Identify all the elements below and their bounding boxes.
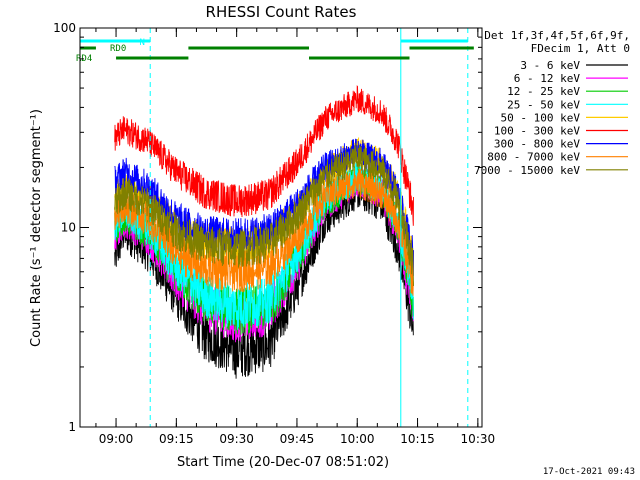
attenuator-label-rd4: RD4 bbox=[76, 54, 92, 64]
series-line-9 bbox=[114, 143, 414, 287]
x-tick-label: 09:00 bbox=[99, 432, 134, 446]
legend-label-9: 7000 - 15000 keV bbox=[474, 164, 580, 177]
legend-label-2: 6 - 12 keV bbox=[514, 72, 581, 85]
x-axis-label: Start Time (20-Dec-07 08:51:02) bbox=[177, 455, 389, 470]
y-tick-label: 1 bbox=[68, 420, 76, 434]
legend-label-1: 3 - 6 keV bbox=[520, 59, 580, 72]
legend-header-line-2: FDecim 1, Att 0 bbox=[531, 42, 630, 55]
plot-area: N RD0 RD4 09:00 09:15 09:30 09:45 10:00 10:15 10… bbox=[53, 21, 495, 446]
legend: Det 1f,3f,4f,5f,6f,9f, FDecim 1, Att 0 3… bbox=[474, 29, 630, 177]
legend-header-line-1: Det 1f,3f,4f,5f,6f,9f, bbox=[484, 29, 630, 42]
legend-label-6: 100 - 300 keV bbox=[494, 125, 580, 138]
x-tick-label: 10:15 bbox=[400, 432, 435, 446]
chart-title: RHESSI Count Rates bbox=[206, 3, 357, 21]
axis-ticks: 09:00 09:15 09:30 09:45 10:00 10:15 10:30 1 10 10… bbox=[53, 21, 495, 446]
generated-timestamp: 17-Oct-2021 09:43 bbox=[543, 467, 635, 477]
series-group bbox=[114, 85, 414, 379]
attenuator-label-rd0: RD0 bbox=[110, 44, 126, 54]
legend-label-3: 12 - 25 keV bbox=[507, 85, 580, 98]
x-tick-label: 10:00 bbox=[340, 432, 375, 446]
annotations: N RD0 RD4 bbox=[76, 28, 474, 427]
x-tick-label: 10:30 bbox=[461, 432, 496, 446]
x-tick-label: 09:30 bbox=[219, 432, 254, 446]
legend-label-8: 800 - 7000 keV bbox=[487, 151, 580, 164]
y-tick-label: 100 bbox=[53, 21, 76, 35]
legend-label-5: 50 - 100 keV bbox=[501, 111, 581, 124]
y-axis-label: Count Rate (s⁻¹ detector segment⁻¹) bbox=[29, 109, 44, 347]
x-tick-label: 09:15 bbox=[159, 432, 194, 446]
x-tick-label: 09:45 bbox=[280, 432, 315, 446]
legend-label-4: 25 - 50 keV bbox=[507, 98, 580, 111]
series-line-6 bbox=[114, 85, 414, 226]
legend-label-7: 300 - 800 keV bbox=[494, 138, 580, 151]
night-label: N bbox=[140, 38, 145, 48]
y-tick-label: 10 bbox=[61, 221, 76, 235]
